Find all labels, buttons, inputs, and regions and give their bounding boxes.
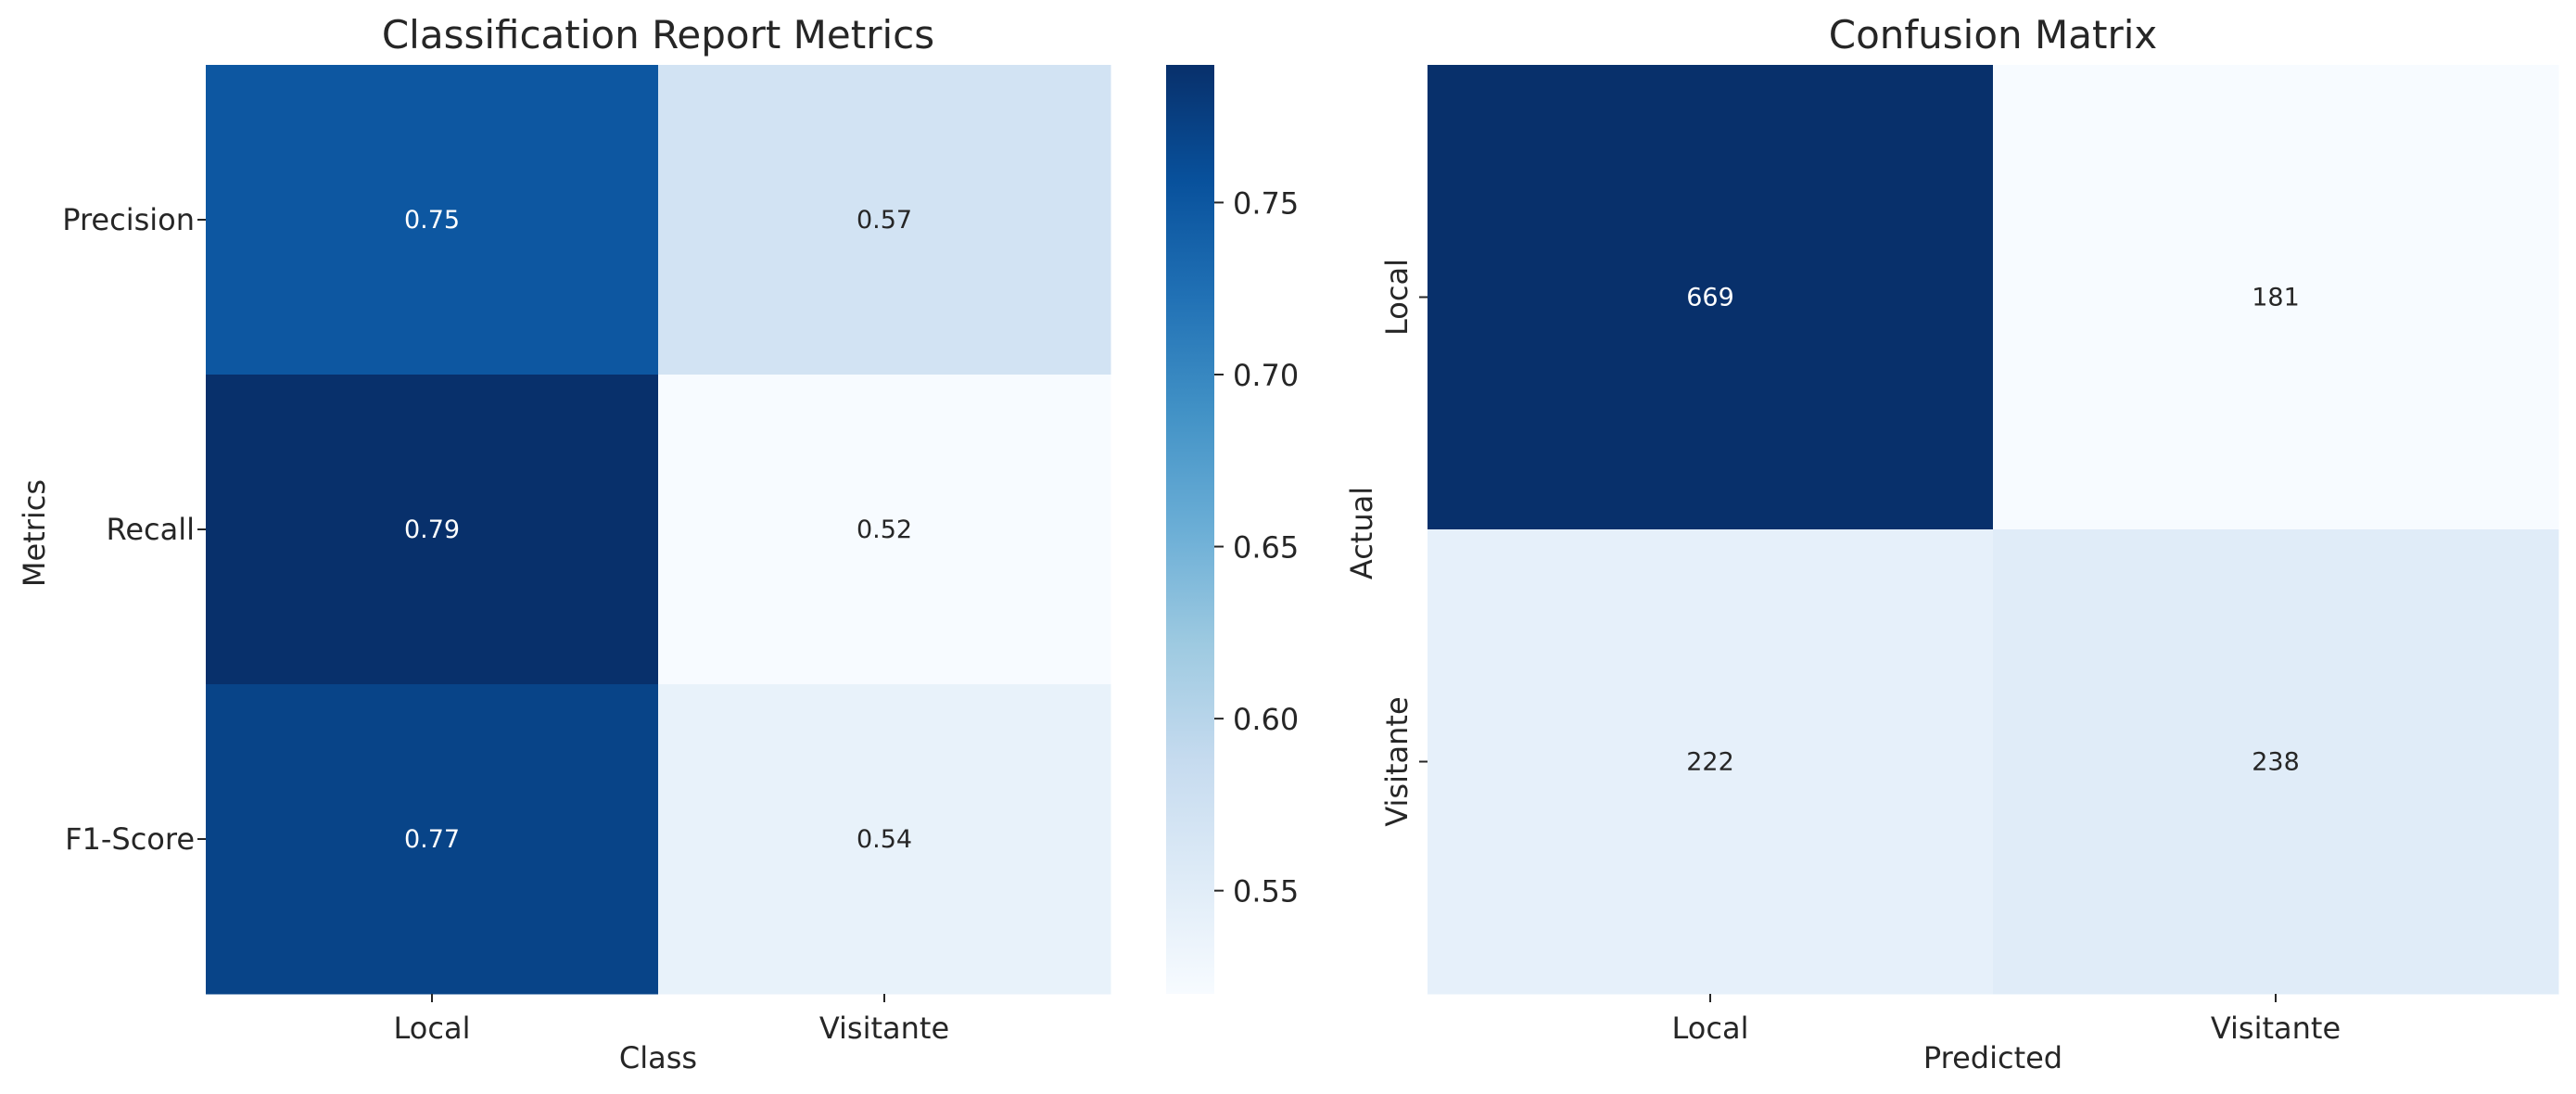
cell-value-label: 0.79 bbox=[404, 515, 460, 544]
colorbar-ticks: 0.55 0.60 0.65 0.70 0.75 bbox=[1214, 185, 1299, 910]
cell-value-label: 0.75 bbox=[404, 206, 460, 235]
y-tick-label: Precision bbox=[62, 202, 195, 237]
colorbar-tick-label: 0.65 bbox=[1233, 530, 1299, 566]
metrics-x-axis-label: Class bbox=[619, 1040, 697, 1075]
colorbar-tick-label: 0.60 bbox=[1233, 702, 1299, 737]
heatmap-cell bbox=[206, 375, 659, 685]
cell-value-label: 238 bbox=[2252, 748, 2300, 777]
metrics-heatmap-annotations: 0.75 0.57 0.79 0.52 0.77 0.54 bbox=[404, 206, 912, 854]
metrics-heatmap-cells bbox=[206, 65, 1111, 995]
metrics-heatmap-panel: Classification Report Metrics 0.75 0.570.… bbox=[17, 12, 1111, 1075]
cell-value-label: 0.52 bbox=[857, 515, 912, 544]
confusion-matrix-cells bbox=[1428, 65, 2559, 995]
x-tick-label: Local bbox=[1672, 1011, 1749, 1046]
confusion-matrix-x-axis-label: Predicted bbox=[1923, 1040, 2062, 1075]
y-tick-label: F1-Score bbox=[65, 821, 195, 857]
metrics-y-axis-label: Metrics bbox=[17, 479, 52, 587]
cell-value-label: 222 bbox=[1686, 748, 1734, 777]
heatmap-cell bbox=[658, 375, 1111, 685]
y-tick-label: Visitante bbox=[1379, 696, 1415, 826]
metrics-heatmap-title: Classification Report Metrics bbox=[382, 12, 934, 57]
heatmap-cell bbox=[1428, 65, 1994, 530]
heatmap-cell bbox=[1993, 65, 2559, 530]
colorbar-tick-label: 0.70 bbox=[1233, 358, 1299, 393]
cell-value-label: 0.54 bbox=[857, 825, 912, 854]
confusion-matrix-title: Confusion Matrix bbox=[1829, 12, 2158, 57]
cell-value-label: 181 bbox=[2252, 284, 2300, 312]
heatmap-cell bbox=[658, 65, 1111, 375]
cell-value-label: 0.57 bbox=[857, 206, 912, 235]
metrics-colorbar: 0.55 0.60 0.65 0.70 0.75 bbox=[1166, 65, 1299, 994]
cell-value-label: 669 bbox=[1686, 284, 1734, 312]
y-tick-label: Local bbox=[1379, 259, 1415, 336]
heatmap-cell bbox=[1993, 529, 2559, 995]
x-tick-label: Local bbox=[394, 1011, 471, 1046]
heatmap-cell bbox=[206, 65, 659, 375]
colorbar-tick-label: 0.75 bbox=[1233, 185, 1299, 221]
x-tick-label: Visitante bbox=[2211, 1011, 2341, 1046]
confusion-matrix-y-axis-label: Actual bbox=[1344, 487, 1379, 579]
x-tick-label: Visitante bbox=[819, 1011, 949, 1046]
metrics-heatmap-ticks: Local Visitante Precision Recall F1-Score bbox=[62, 202, 949, 1046]
heatmap-cell bbox=[206, 684, 659, 995]
colorbar-gradient-bar bbox=[1166, 65, 1214, 994]
confusion-matrix-annotations: 669 181 222 238 bbox=[1686, 284, 2300, 777]
heatmap-cell bbox=[658, 684, 1111, 995]
confusion-matrix-ticks: Local Visitante Local Visitante bbox=[1379, 259, 2341, 1046]
y-tick-label: Recall bbox=[107, 512, 195, 547]
confusion-matrix-panel: Confusion Matrix 669 181 222 238 Local Visit… bbox=[1344, 12, 2559, 1075]
heatmap-cell bbox=[1428, 529, 1994, 995]
cell-value-label: 0.77 bbox=[404, 825, 460, 854]
colorbar-tick-label: 0.55 bbox=[1233, 874, 1299, 910]
